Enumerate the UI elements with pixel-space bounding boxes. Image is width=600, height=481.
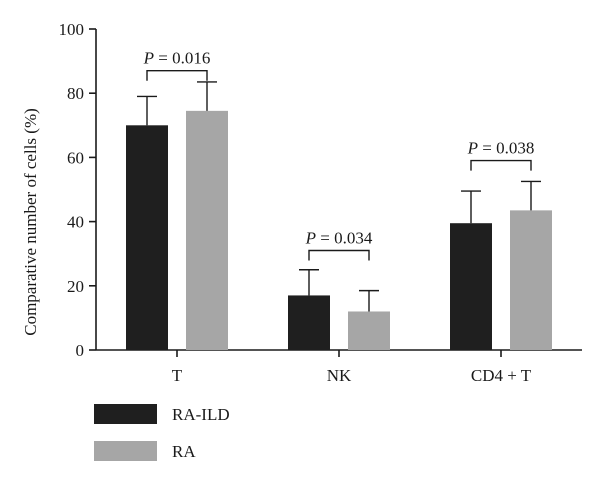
y-tick-label: 20: [67, 277, 84, 296]
y-tick-label: 40: [67, 213, 84, 232]
y-tick-label: 60: [67, 148, 84, 167]
p-value-label: P = 0.034: [305, 228, 373, 247]
bars: [126, 81, 552, 350]
bar: [288, 295, 330, 350]
significance-bracket: [146, 70, 208, 81]
p-value: = 0.038: [478, 139, 534, 158]
p-value: = 0.034: [316, 228, 373, 247]
bar: [126, 125, 168, 350]
legend-label: RA: [172, 442, 196, 461]
axes: 0 20 40 60 80 100 T NK CD4 + T: [59, 20, 582, 385]
bar: [348, 311, 390, 350]
legend: RA-ILD RA: [94, 404, 230, 461]
x-tick-label: CD4 + T: [471, 366, 532, 385]
p-symbol: P: [143, 49, 154, 68]
legend-swatch: [94, 404, 157, 424]
p-symbol: P: [467, 139, 478, 158]
p-value-label: P = 0.016: [143, 49, 211, 68]
p-value-label: P = 0.038: [467, 139, 535, 158]
y-axis-title: Comparative number of cells (%): [21, 108, 40, 336]
x-tick-label: NK: [327, 366, 352, 385]
significance-bracket: [308, 249, 370, 261]
bar: [186, 110, 228, 350]
p-value: = 0.016: [154, 49, 210, 68]
y-tick-label: 0: [76, 341, 85, 360]
bar: [450, 223, 492, 350]
legend-swatch: [94, 441, 157, 461]
legend-label: RA-ILD: [172, 405, 230, 424]
significance-bracket: [470, 159, 532, 171]
y-tick-label: 80: [67, 84, 84, 103]
x-tick-label: T: [172, 366, 183, 385]
bar: [510, 210, 552, 350]
p-symbol: P: [305, 228, 316, 247]
y-tick-label: 100: [59, 20, 85, 39]
